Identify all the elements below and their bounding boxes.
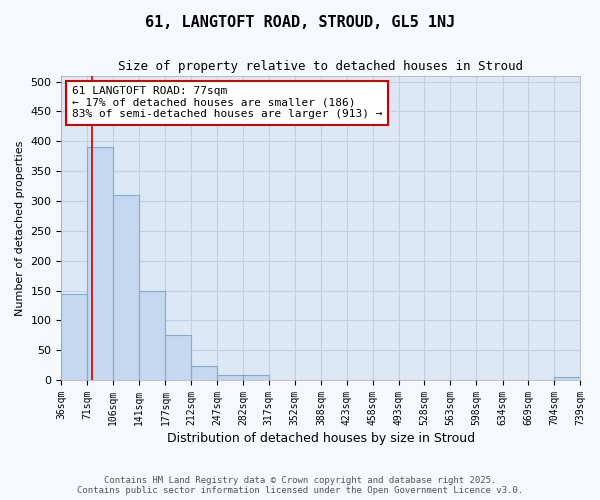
- Text: 61 LANGTOFT ROAD: 77sqm
← 17% of detached houses are smaller (186)
83% of semi-d: 61 LANGTOFT ROAD: 77sqm ← 17% of detache…: [72, 86, 382, 120]
- X-axis label: Distribution of detached houses by size in Stroud: Distribution of detached houses by size …: [167, 432, 475, 445]
- Y-axis label: Number of detached properties: Number of detached properties: [15, 140, 25, 316]
- Text: Contains HM Land Registry data © Crown copyright and database right 2025.
Contai: Contains HM Land Registry data © Crown c…: [77, 476, 523, 495]
- Text: 61, LANGTOFT ROAD, STROUD, GL5 1NJ: 61, LANGTOFT ROAD, STROUD, GL5 1NJ: [145, 15, 455, 30]
- Title: Size of property relative to detached houses in Stroud: Size of property relative to detached ho…: [118, 60, 523, 73]
